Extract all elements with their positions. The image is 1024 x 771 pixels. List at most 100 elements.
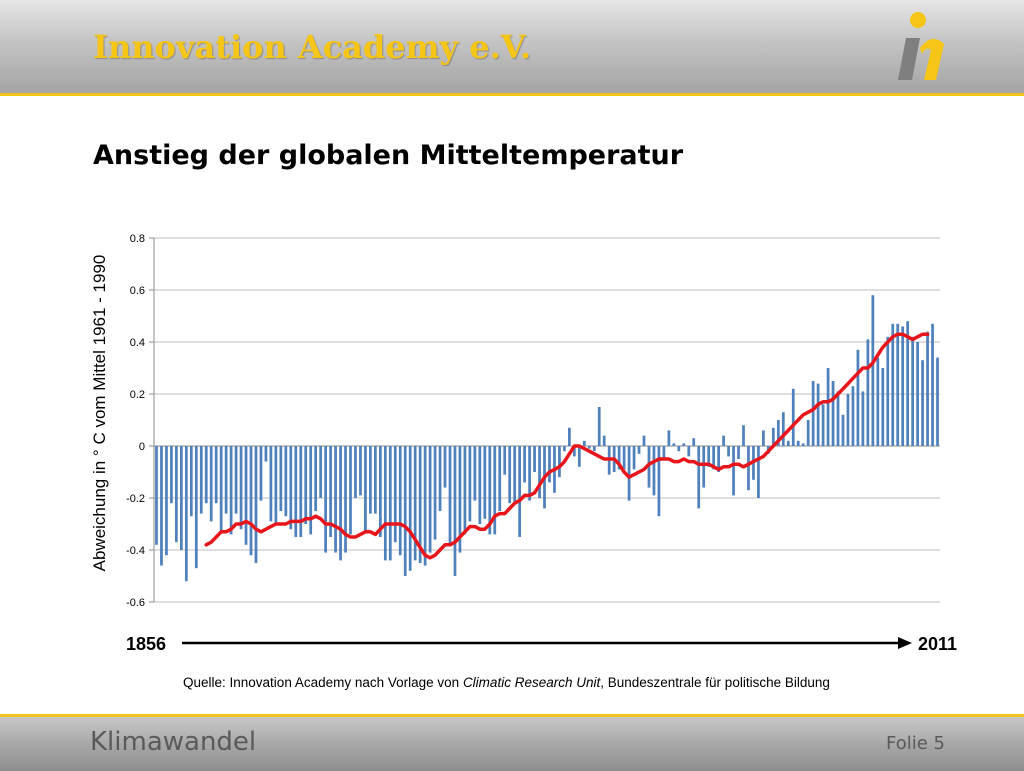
bar [194, 446, 198, 569]
source-prefix: Quelle: Innovation Academy nach Vorlage … [183, 675, 463, 690]
bar [717, 446, 720, 472]
bar [503, 446, 507, 475]
y-tick-label: 0.8 [130, 233, 145, 245]
bar [846, 394, 850, 446]
bar [329, 446, 332, 537]
bar [179, 446, 183, 550]
bar [309, 446, 313, 535]
bar [304, 446, 308, 524]
bar [707, 446, 711, 467]
bar [727, 446, 730, 457]
bar [528, 446, 531, 501]
bar [533, 446, 536, 472]
bar [697, 446, 701, 509]
timeline-arrow [182, 637, 912, 649]
bar [901, 326, 905, 446]
bar [548, 446, 551, 483]
bar [249, 446, 253, 556]
bar [513, 446, 517, 504]
bar [393, 446, 397, 543]
bar [791, 388, 795, 446]
source-note: Quelle: Innovation Academy nach Vorlage … [183, 675, 830, 690]
bar [866, 339, 870, 446]
bar [403, 446, 407, 576]
bar [538, 446, 541, 498]
bar [244, 446, 248, 545]
bar [374, 446, 377, 514]
bar [264, 446, 268, 462]
bar [931, 323, 934, 446]
bar [732, 446, 735, 496]
bar [433, 446, 437, 540]
bar [413, 446, 417, 561]
bar [851, 386, 855, 446]
bar [742, 425, 745, 446]
bar [388, 446, 392, 561]
header-bar [0, 0, 1024, 96]
bar [493, 446, 497, 535]
bar [582, 440, 586, 446]
logo-icon [898, 12, 944, 80]
bar [687, 446, 691, 457]
bar [369, 446, 372, 514]
bar [801, 443, 805, 446]
y-tick-label: -0.4 [126, 545, 145, 557]
bar [563, 446, 566, 452]
footer-bar [0, 714, 1024, 771]
bar [274, 446, 278, 524]
bar [891, 323, 895, 446]
y-tick-label: 0 [139, 441, 145, 453]
bar [408, 446, 412, 571]
bar [712, 446, 716, 470]
bar [622, 446, 626, 470]
slide-title: Anstieg der globalen Mitteltemperatur [93, 140, 684, 171]
bar [781, 412, 785, 446]
y-tick-label: 0.6 [130, 285, 145, 297]
bar [339, 446, 342, 561]
bar [906, 321, 910, 446]
bar [299, 446, 303, 537]
bar [523, 446, 526, 483]
bar [483, 446, 487, 519]
bar [602, 435, 606, 446]
bar [682, 443, 686, 446]
bar [911, 336, 915, 446]
timeline-end-year: 2011 [918, 634, 958, 654]
bar [428, 446, 432, 553]
bar [478, 446, 482, 524]
bar [438, 446, 442, 511]
bar [219, 446, 223, 532]
bar [702, 446, 706, 488]
bar [224, 446, 228, 514]
bar [921, 360, 924, 446]
bar [214, 446, 218, 504]
source-emphasis: Climatic Research Unit [462, 675, 601, 690]
bar [821, 404, 825, 446]
bar [294, 446, 298, 537]
bar [354, 446, 357, 498]
bar [881, 368, 885, 446]
bar [289, 446, 293, 530]
bar [737, 446, 740, 459]
bar [762, 430, 765, 446]
bar [234, 446, 238, 514]
bar [592, 446, 596, 452]
bar [652, 446, 656, 496]
bar [577, 446, 581, 467]
bar [383, 446, 387, 561]
bar [776, 420, 780, 446]
bar [453, 446, 457, 576]
bar [160, 446, 163, 566]
bar [319, 446, 323, 498]
y-tick-label: 0.4 [130, 337, 145, 349]
bar [165, 446, 168, 556]
bar [558, 446, 561, 478]
bar [757, 446, 760, 498]
bar [284, 446, 288, 517]
bar [378, 446, 382, 537]
bar [239, 446, 243, 530]
bar [826, 368, 830, 446]
bar [344, 446, 347, 553]
bar [473, 446, 477, 501]
bar [209, 446, 213, 522]
